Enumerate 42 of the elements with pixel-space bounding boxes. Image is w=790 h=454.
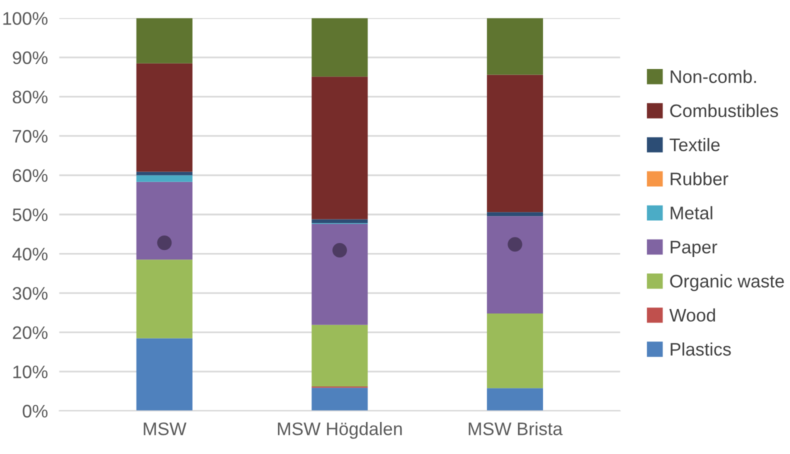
legend-label: Rubber	[670, 172, 728, 186]
legend-label: Non-comb.	[670, 70, 756, 84]
y-tick-label: 50%	[12, 208, 48, 222]
legend-label: Combustibles	[670, 104, 778, 118]
bar	[312, 18, 368, 77]
y-tick-label: 30%	[12, 286, 48, 300]
bar	[486, 216, 544, 314]
legend-label: Paper	[670, 240, 718, 258]
y-tick-label: 10%	[13, 366, 48, 378]
bar	[312, 388, 368, 411]
x-tick-label: MSW Högdalen	[278, 422, 402, 439]
bar	[312, 224, 368, 325]
y-tick-label: 90%	[12, 51, 48, 64]
bar	[136, 175, 192, 182]
legend-label: Metal	[670, 206, 712, 220]
bar	[312, 219, 368, 224]
legend-label: Plastics	[670, 342, 731, 356]
legend-label: Organic waste	[670, 274, 784, 292]
y-tick-label: 60%	[12, 169, 48, 182]
bar	[136, 182, 192, 260]
bar	[486, 212, 544, 216]
bar	[486, 18, 544, 75]
bar	[486, 74, 544, 212]
bar	[136, 260, 192, 338]
bar	[136, 18, 192, 64]
y-tick-label: 70%	[12, 130, 48, 143]
bar	[486, 313, 544, 388]
bar	[312, 76, 368, 220]
legend-label: Wood	[669, 308, 715, 322]
bar	[312, 324, 368, 387]
bar	[136, 63, 192, 172]
legend-label: Textile	[670, 138, 720, 152]
bar	[486, 388, 544, 411]
y-tick-label: 40%	[12, 248, 48, 261]
x-tick-label: MSW	[144, 422, 186, 436]
x-tick-label: MSW Brista	[468, 422, 563, 436]
bar	[136, 338, 192, 411]
y-tick-label: 20%	[12, 326, 48, 340]
y-tick-label: 80%	[12, 90, 48, 104]
y-tick-label: 100%	[3, 12, 48, 25]
y-tick-label: 0%	[22, 404, 48, 418]
bar	[136, 172, 192, 176]
